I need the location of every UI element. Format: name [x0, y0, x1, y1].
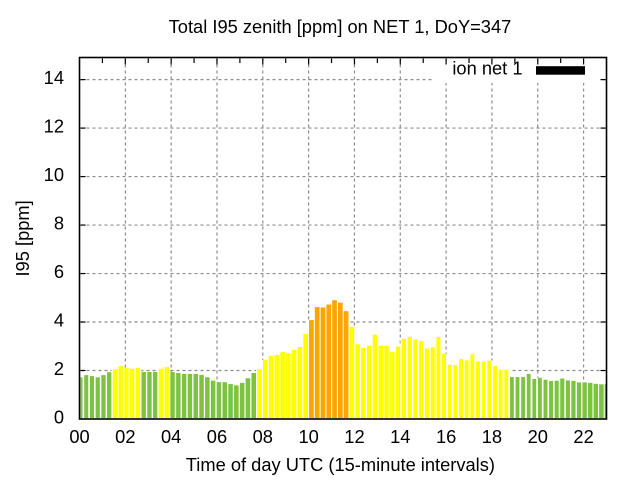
svg-text:Total I95 zenith [ppm] on NET: Total I95 zenith [ppm] on NET 1, DoY=347: [169, 16, 512, 37]
svg-text:18: 18: [482, 426, 502, 447]
svg-text:0: 0: [54, 407, 64, 428]
svg-text:I95 [ppm]: I95 [ppm]: [12, 200, 33, 276]
svg-text:2: 2: [54, 358, 64, 379]
svg-text:16: 16: [436, 426, 456, 447]
svg-text:ion net 1: ion net 1: [452, 57, 522, 78]
svg-text:10: 10: [298, 426, 318, 447]
svg-text:6: 6: [54, 261, 64, 282]
svg-text:10: 10: [44, 164, 64, 185]
svg-text:20: 20: [528, 426, 548, 447]
svg-text:8: 8: [54, 213, 64, 234]
svg-text:Time of day UTC (15-minute int: Time of day UTC (15-minute intervals): [186, 454, 495, 475]
svg-text:06: 06: [207, 426, 227, 447]
svg-text:12: 12: [344, 426, 364, 447]
svg-text:02: 02: [115, 426, 135, 447]
svg-text:12: 12: [44, 116, 64, 137]
svg-text:04: 04: [161, 426, 181, 447]
svg-text:08: 08: [253, 426, 273, 447]
svg-text:00: 00: [69, 426, 89, 447]
svg-text:14: 14: [44, 67, 64, 88]
svg-text:4: 4: [54, 310, 64, 331]
svg-text:22: 22: [573, 426, 593, 447]
svg-text:14: 14: [390, 426, 410, 447]
